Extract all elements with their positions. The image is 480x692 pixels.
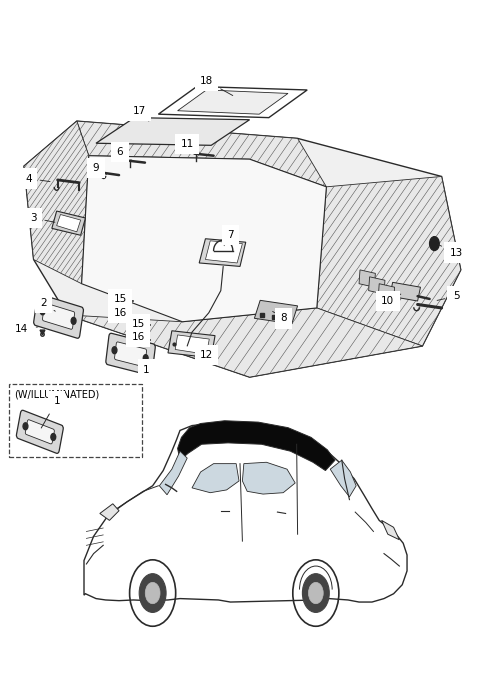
Text: (W/ILLUMINATED): (W/ILLUMINATED) xyxy=(14,390,100,399)
FancyBboxPatch shape xyxy=(25,419,54,444)
Polygon shape xyxy=(359,270,375,287)
Polygon shape xyxy=(199,239,246,266)
Polygon shape xyxy=(96,118,250,145)
Polygon shape xyxy=(24,121,89,284)
Circle shape xyxy=(144,355,148,362)
Polygon shape xyxy=(77,121,326,187)
Circle shape xyxy=(139,574,166,612)
Text: 6: 6 xyxy=(117,147,132,161)
Text: 9: 9 xyxy=(93,163,107,174)
Polygon shape xyxy=(24,121,89,284)
FancyBboxPatch shape xyxy=(106,334,156,375)
Text: 15: 15 xyxy=(113,294,127,304)
Text: 15: 15 xyxy=(132,319,145,329)
Bar xyxy=(9,384,142,457)
Polygon shape xyxy=(369,277,385,294)
Text: 14: 14 xyxy=(15,324,38,334)
Text: 16: 16 xyxy=(132,332,145,342)
Polygon shape xyxy=(84,424,407,602)
Circle shape xyxy=(145,583,160,603)
Circle shape xyxy=(112,347,117,354)
Polygon shape xyxy=(242,462,295,494)
Polygon shape xyxy=(178,421,335,471)
FancyBboxPatch shape xyxy=(43,303,74,329)
Polygon shape xyxy=(159,451,187,495)
Polygon shape xyxy=(317,176,461,346)
Text: 5: 5 xyxy=(437,291,459,301)
Text: 13: 13 xyxy=(438,245,463,257)
Polygon shape xyxy=(52,211,85,235)
Text: 4: 4 xyxy=(25,174,50,183)
Text: 1: 1 xyxy=(141,363,150,374)
FancyBboxPatch shape xyxy=(34,294,84,338)
Text: 12: 12 xyxy=(200,349,213,360)
FancyBboxPatch shape xyxy=(115,342,146,367)
Polygon shape xyxy=(378,284,395,301)
Circle shape xyxy=(71,318,76,325)
Polygon shape xyxy=(77,121,326,187)
Polygon shape xyxy=(57,215,81,232)
Text: 11: 11 xyxy=(180,139,199,152)
Text: 7: 7 xyxy=(224,230,234,246)
Circle shape xyxy=(51,434,56,441)
Text: 1: 1 xyxy=(41,397,60,428)
Circle shape xyxy=(309,583,323,603)
Polygon shape xyxy=(82,156,326,322)
Polygon shape xyxy=(67,308,422,377)
Text: 18: 18 xyxy=(200,76,233,95)
Polygon shape xyxy=(168,331,215,358)
Polygon shape xyxy=(330,460,356,497)
Polygon shape xyxy=(24,121,461,377)
Polygon shape xyxy=(100,504,119,520)
Circle shape xyxy=(430,237,439,251)
Polygon shape xyxy=(158,86,307,118)
Polygon shape xyxy=(390,282,420,301)
Polygon shape xyxy=(178,90,288,114)
Circle shape xyxy=(40,308,45,315)
Text: 17: 17 xyxy=(132,106,149,121)
Text: 2: 2 xyxy=(40,298,55,311)
Circle shape xyxy=(23,423,28,430)
Text: 10: 10 xyxy=(381,294,401,306)
Text: 3: 3 xyxy=(30,213,55,223)
Polygon shape xyxy=(67,308,422,377)
FancyBboxPatch shape xyxy=(16,410,63,453)
Polygon shape xyxy=(382,520,399,540)
Polygon shape xyxy=(205,241,242,263)
Text: 8: 8 xyxy=(273,311,287,323)
Polygon shape xyxy=(254,300,298,324)
Text: 16: 16 xyxy=(113,308,127,318)
Polygon shape xyxy=(317,176,461,346)
Polygon shape xyxy=(175,335,209,354)
Circle shape xyxy=(302,574,329,612)
Polygon shape xyxy=(192,464,239,493)
